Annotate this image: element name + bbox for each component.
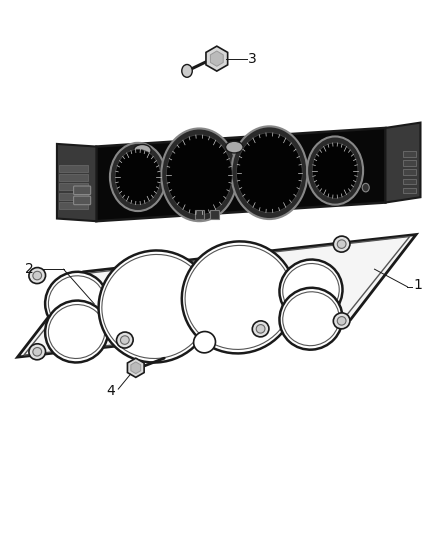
Ellipse shape xyxy=(45,272,108,334)
Ellipse shape xyxy=(337,240,346,248)
Ellipse shape xyxy=(337,317,346,325)
Text: 2: 2 xyxy=(25,262,34,276)
Ellipse shape xyxy=(45,301,108,362)
Bar xyxy=(59,174,88,181)
Circle shape xyxy=(231,126,307,219)
FancyBboxPatch shape xyxy=(74,196,91,205)
Bar xyxy=(403,169,416,175)
Polygon shape xyxy=(57,144,96,221)
Ellipse shape xyxy=(29,268,46,284)
Ellipse shape xyxy=(283,263,339,318)
Ellipse shape xyxy=(102,254,209,359)
Ellipse shape xyxy=(33,271,42,280)
Polygon shape xyxy=(385,123,420,203)
Circle shape xyxy=(307,136,363,205)
Ellipse shape xyxy=(33,348,42,356)
Circle shape xyxy=(312,143,358,198)
Ellipse shape xyxy=(134,144,151,156)
Ellipse shape xyxy=(49,304,105,359)
Bar xyxy=(210,210,219,219)
Bar xyxy=(403,160,416,166)
Polygon shape xyxy=(96,128,385,221)
FancyBboxPatch shape xyxy=(74,186,91,195)
Ellipse shape xyxy=(226,141,243,153)
Text: 3: 3 xyxy=(248,52,257,66)
Ellipse shape xyxy=(333,236,350,252)
Polygon shape xyxy=(18,235,416,357)
Bar xyxy=(59,193,88,200)
Ellipse shape xyxy=(182,241,296,353)
Polygon shape xyxy=(210,51,223,66)
Circle shape xyxy=(237,133,302,213)
Ellipse shape xyxy=(194,332,215,353)
Circle shape xyxy=(166,135,232,215)
Bar xyxy=(59,202,88,209)
Ellipse shape xyxy=(283,292,339,346)
Circle shape xyxy=(362,183,369,192)
Circle shape xyxy=(182,64,192,77)
Circle shape xyxy=(110,143,166,211)
Bar xyxy=(59,183,88,190)
Text: 1: 1 xyxy=(413,278,422,293)
Bar xyxy=(403,179,416,184)
Ellipse shape xyxy=(279,288,343,350)
Bar xyxy=(403,188,416,193)
Text: 4: 4 xyxy=(106,384,115,399)
Ellipse shape xyxy=(99,251,212,362)
Circle shape xyxy=(115,149,161,205)
Ellipse shape xyxy=(117,332,133,348)
Polygon shape xyxy=(127,358,144,377)
Ellipse shape xyxy=(29,344,46,360)
Ellipse shape xyxy=(49,276,105,330)
Ellipse shape xyxy=(256,325,265,333)
Ellipse shape xyxy=(185,245,292,350)
Bar xyxy=(195,210,204,219)
Ellipse shape xyxy=(333,313,350,329)
Ellipse shape xyxy=(279,260,343,321)
Bar xyxy=(59,165,88,172)
Polygon shape xyxy=(131,362,141,374)
Polygon shape xyxy=(206,46,228,71)
Ellipse shape xyxy=(120,336,129,344)
Bar xyxy=(403,151,416,157)
Circle shape xyxy=(161,128,237,221)
Ellipse shape xyxy=(252,321,269,337)
